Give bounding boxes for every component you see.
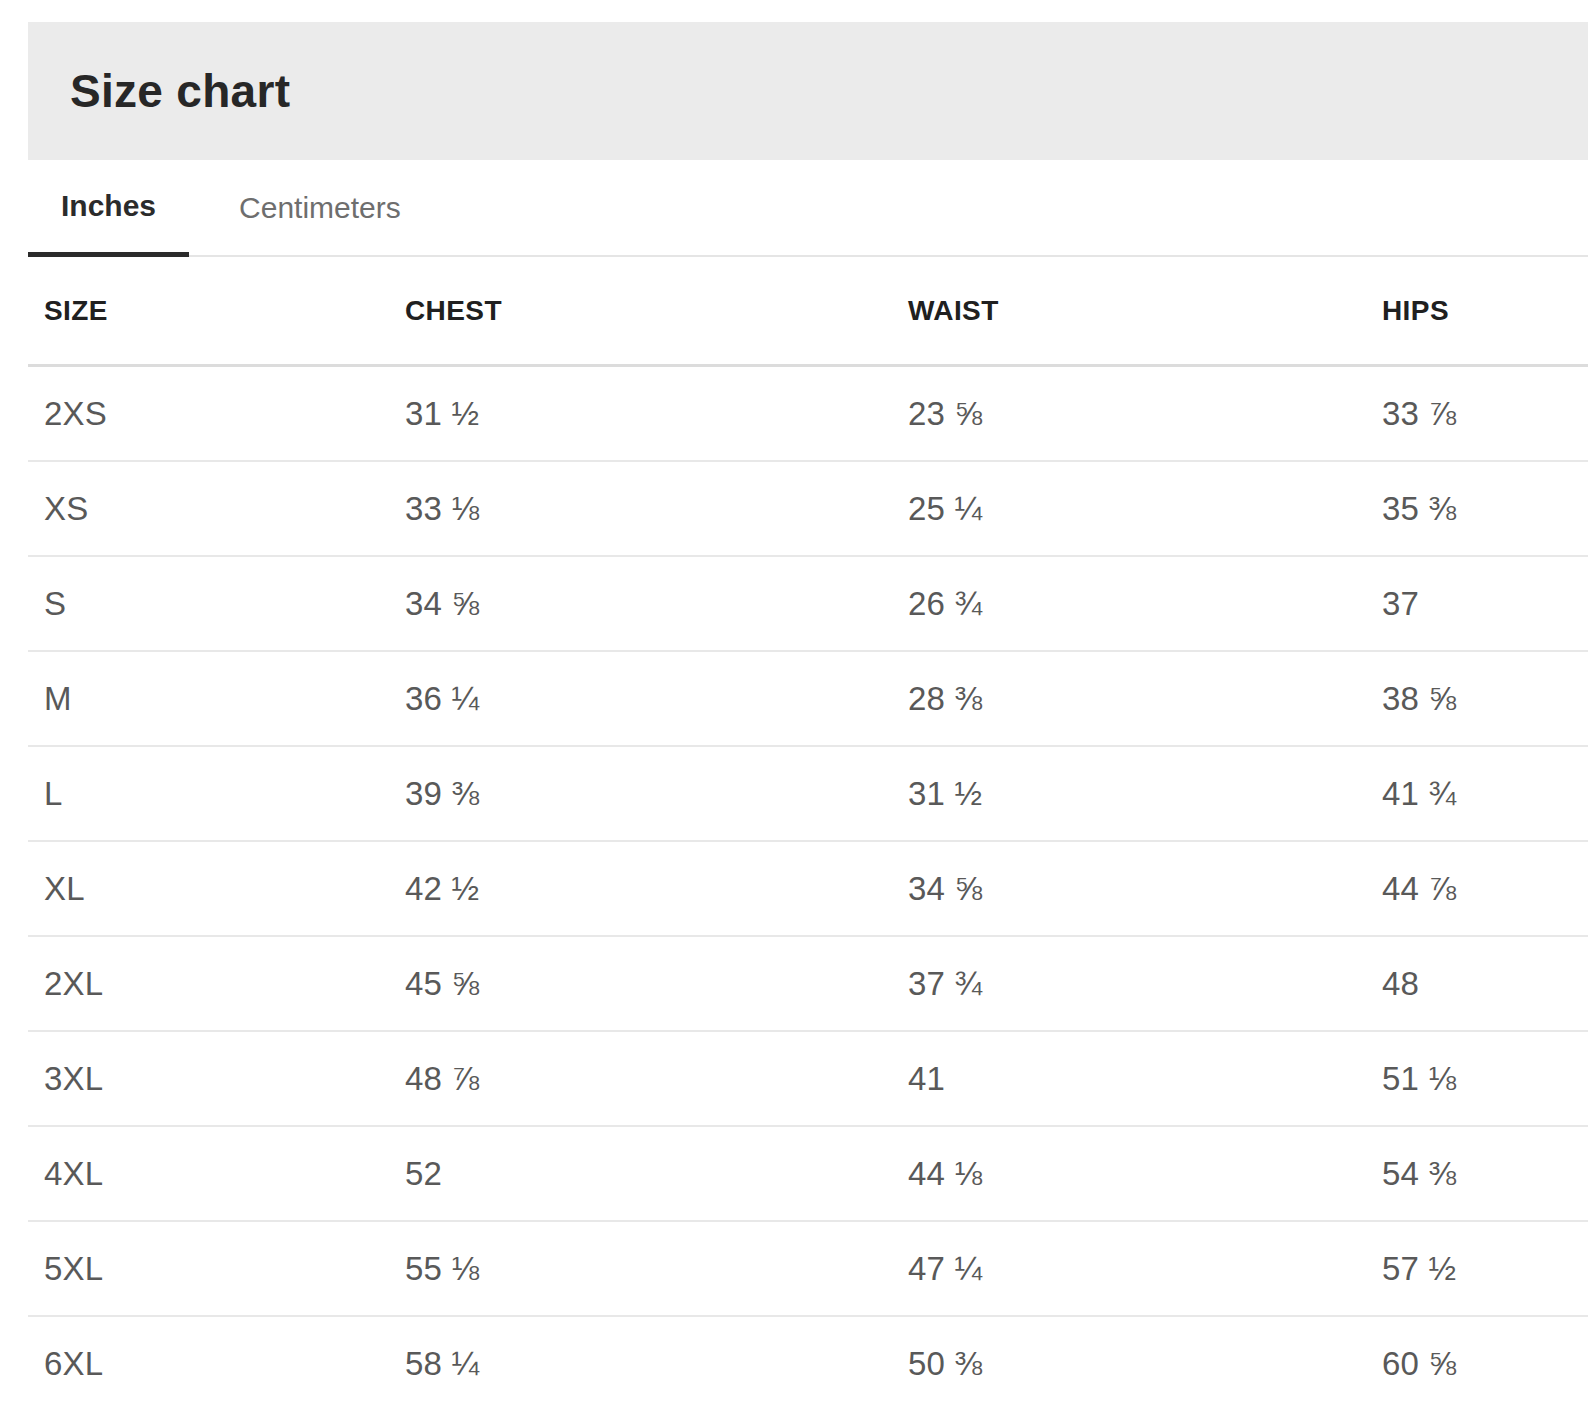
cell-waist: 47 ¼ — [908, 1250, 1382, 1288]
cell-waist: 44 ⅛ — [908, 1155, 1382, 1193]
table-row: 3XL 48 ⅞ 41 51 ⅛ — [28, 1032, 1588, 1127]
tab-centimeters[interactable]: Centimeters — [206, 160, 434, 255]
table-row: 2XL 45 ⅝ 37 ¾ 48 — [28, 937, 1588, 1032]
cell-waist: 50 ⅜ — [908, 1345, 1382, 1383]
table-row: 2XS 31 ½ 23 ⅝ 33 ⅞ — [28, 367, 1588, 462]
size-chart-panel: Size chart Inches Centimeters SIZE CHEST… — [28, 22, 1588, 1410]
table-row: M 36 ¼ 28 ⅜ 38 ⅝ — [28, 652, 1588, 747]
unit-tabs: Inches Centimeters — [28, 160, 1588, 257]
cell-size: L — [28, 775, 405, 813]
cell-chest: 45 ⅝ — [405, 965, 908, 1003]
cell-waist: 31 ½ — [908, 775, 1382, 813]
cell-waist: 25 ¼ — [908, 490, 1382, 528]
cell-size: 3XL — [28, 1060, 405, 1098]
cell-hips: 60 ⅝ — [1382, 1345, 1588, 1383]
cell-chest: 39 ⅜ — [405, 775, 908, 813]
cell-chest: 52 — [405, 1155, 908, 1193]
cell-chest: 34 ⅝ — [405, 585, 908, 623]
cell-waist: 23 ⅝ — [908, 395, 1382, 433]
cell-waist: 26 ¾ — [908, 585, 1382, 623]
cell-waist: 34 ⅝ — [908, 870, 1382, 908]
cell-hips: 37 — [1382, 585, 1588, 623]
cell-size: 5XL — [28, 1250, 405, 1288]
cell-size: XL — [28, 870, 405, 908]
cell-chest: 48 ⅞ — [405, 1060, 908, 1098]
table-row: 4XL 52 44 ⅛ 54 ⅜ — [28, 1127, 1588, 1222]
column-header-chest: CHEST — [405, 295, 908, 327]
cell-hips: 57 ½ — [1382, 1250, 1588, 1288]
cell-hips: 33 ⅞ — [1382, 395, 1588, 433]
cell-chest: 31 ½ — [405, 395, 908, 433]
table-row: 5XL 55 ⅛ 47 ¼ 57 ½ — [28, 1222, 1588, 1317]
cell-hips: 41 ¾ — [1382, 775, 1588, 813]
cell-size: XS — [28, 490, 405, 528]
tab-inches[interactable]: Inches — [28, 160, 189, 257]
cell-hips: 51 ⅛ — [1382, 1060, 1588, 1098]
cell-size: 4XL — [28, 1155, 405, 1193]
page-title: Size chart — [70, 64, 290, 118]
cell-size: 2XS — [28, 395, 405, 433]
size-table: SIZE CHEST WAIST HIPS 2XS 31 ½ 23 ⅝ 33 ⅞… — [28, 257, 1588, 1410]
cell-hips: 38 ⅝ — [1382, 680, 1588, 718]
cell-hips: 35 ⅜ — [1382, 490, 1588, 528]
cell-hips: 44 ⅞ — [1382, 870, 1588, 908]
table-row: 6XL 58 ¼ 50 ⅜ 60 ⅝ — [28, 1317, 1588, 1410]
cell-hips: 48 — [1382, 965, 1588, 1003]
cell-waist: 37 ¾ — [908, 965, 1382, 1003]
column-header-hips: HIPS — [1382, 295, 1588, 327]
column-header-waist: WAIST — [908, 295, 1382, 327]
table-header-row: SIZE CHEST WAIST HIPS — [28, 257, 1588, 367]
cell-hips: 54 ⅜ — [1382, 1155, 1588, 1193]
cell-chest: 55 ⅛ — [405, 1250, 908, 1288]
column-header-size: SIZE — [28, 295, 405, 327]
cell-size: 6XL — [28, 1345, 405, 1383]
cell-waist: 28 ⅜ — [908, 680, 1382, 718]
cell-size: 2XL — [28, 965, 405, 1003]
cell-size: S — [28, 585, 405, 623]
table-body: 2XS 31 ½ 23 ⅝ 33 ⅞ XS 33 ⅛ 25 ¼ 35 ⅜ S 3… — [28, 367, 1588, 1410]
cell-chest: 42 ½ — [405, 870, 908, 908]
table-row: XL 42 ½ 34 ⅝ 44 ⅞ — [28, 842, 1588, 937]
table-row: L 39 ⅜ 31 ½ 41 ¾ — [28, 747, 1588, 842]
table-row: S 34 ⅝ 26 ¾ 37 — [28, 557, 1588, 652]
cell-chest: 36 ¼ — [405, 680, 908, 718]
table-row: XS 33 ⅛ 25 ¼ 35 ⅜ — [28, 462, 1588, 557]
cell-chest: 58 ¼ — [405, 1345, 908, 1383]
cell-size: M — [28, 680, 405, 718]
cell-waist: 41 — [908, 1060, 1382, 1098]
cell-chest: 33 ⅛ — [405, 490, 908, 528]
size-chart-header: Size chart — [28, 22, 1588, 160]
